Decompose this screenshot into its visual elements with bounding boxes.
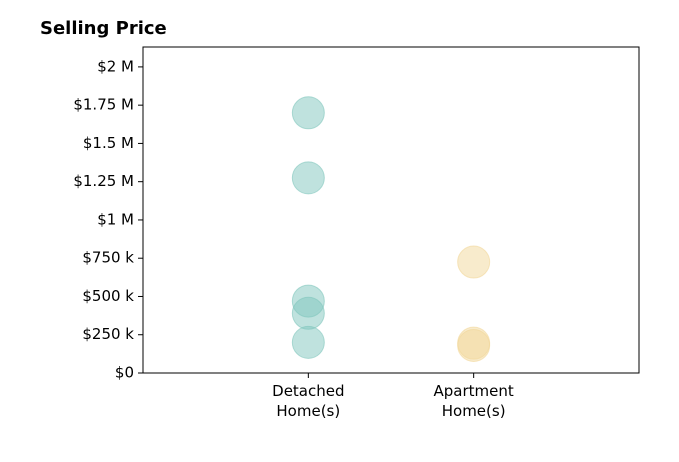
point [457, 245, 491, 279]
y-tick-label: $1 M [97, 210, 134, 228]
y-tick-label: $500 k [82, 287, 134, 305]
y-tick-label: $1.5 M [83, 134, 134, 152]
y-tick-label: $750 k [82, 249, 134, 267]
point [457, 328, 491, 362]
x-tick-label: Apartment Home(s) [433, 382, 514, 420]
y-tick-label: $0 [115, 364, 134, 382]
point [291, 296, 325, 330]
y-tick-label: $2 M [97, 57, 134, 75]
point [291, 161, 325, 195]
point [291, 325, 325, 359]
point [291, 96, 325, 130]
chart-title: Selling Price [40, 18, 167, 39]
x-tick-label: Detached Home(s) [272, 382, 345, 420]
y-tick-label: $250 k [82, 325, 134, 343]
plot-frame [142, 46, 640, 374]
y-tick-label: $1.75 M [73, 96, 134, 114]
y-tick-label: $1.25 M [73, 172, 134, 190]
